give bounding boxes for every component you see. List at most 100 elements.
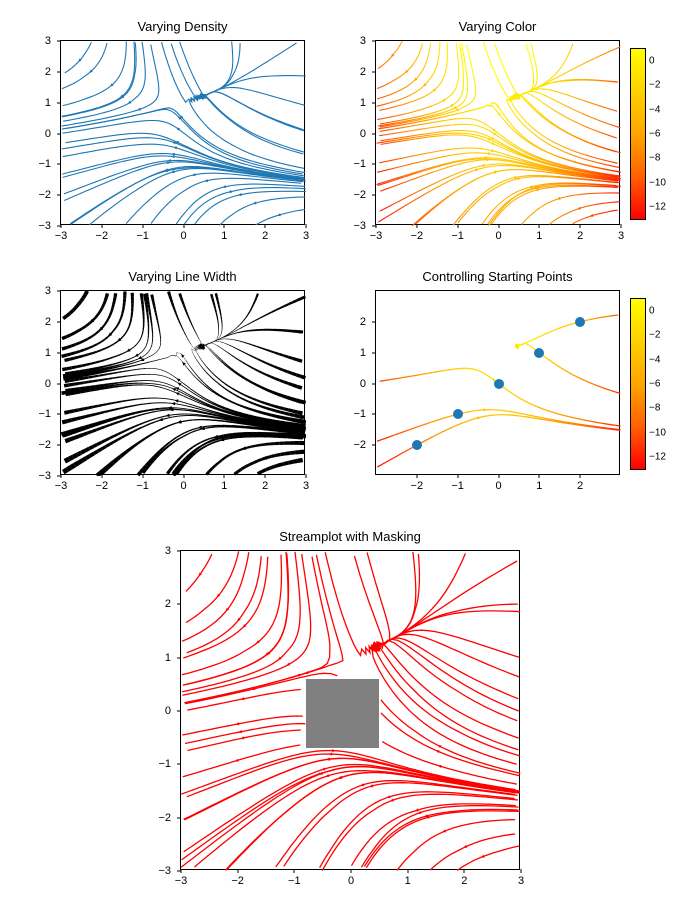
panel-title: Varying Density: [61, 19, 304, 34]
colorbar-tick-label: −4: [649, 104, 660, 115]
x-tick-label: 1: [536, 230, 542, 242]
x-tick-label: −2: [411, 480, 424, 492]
y-tick-label: 3: [360, 35, 366, 47]
y-tick-label: −3: [353, 220, 366, 232]
x-tick-label: 3: [303, 230, 309, 242]
mask-rect: [306, 679, 380, 748]
x-tick-label: −1: [136, 230, 149, 242]
panel-varying-density: Varying Density −3−2−10123−3−2−10123: [60, 40, 305, 225]
colorbar-tick-label: −2: [649, 80, 660, 91]
y-tick-label: −2: [38, 189, 51, 201]
x-tick-label: −3: [55, 480, 68, 492]
colorbar-tick-label: −2: [649, 330, 660, 341]
x-tick-label: −2: [231, 875, 244, 887]
x-tick-label: 1: [221, 480, 227, 492]
x-tick-label: −2: [96, 230, 109, 242]
x-tick-label: 2: [262, 230, 268, 242]
y-tick-label: −1: [38, 158, 51, 170]
panel-title: Controlling Starting Points: [376, 269, 619, 284]
colorbar-tick-label: −6: [649, 129, 660, 140]
x-tick-label: −3: [370, 230, 383, 242]
x-tick-label: 3: [618, 230, 624, 242]
y-tick-label: 2: [165, 598, 171, 610]
y-tick-label: 0: [45, 378, 51, 390]
x-tick-label: 2: [577, 480, 583, 492]
y-tick-label: 1: [165, 652, 171, 664]
colorbar-tick-label: −10: [649, 427, 666, 438]
seed-point-marker: [494, 379, 504, 389]
x-tick-label: 0: [495, 230, 501, 242]
x-tick-label: 2: [262, 480, 268, 492]
x-tick-label: 3: [303, 480, 309, 492]
x-tick-label: −2: [411, 230, 424, 242]
y-tick-label: −3: [38, 220, 51, 232]
streamplot-color: [376, 41, 621, 226]
x-tick-label: 1: [536, 480, 542, 492]
y-tick-label: 1: [45, 347, 51, 359]
y-tick-label: 2: [360, 66, 366, 78]
colorbar-tick-label: −8: [649, 403, 660, 414]
y-tick-label: −1: [158, 758, 171, 770]
colorbar-tick-label: −4: [649, 354, 660, 365]
y-tick-label: 2: [45, 316, 51, 328]
y-tick-label: −1: [353, 408, 366, 420]
x-tick-label: 3: [518, 875, 524, 887]
panel-title: Varying Line Width: [61, 269, 304, 284]
x-tick-label: −3: [55, 230, 68, 242]
colorbar-tick-label: −12: [649, 451, 666, 462]
colorbar-tick-label: −10: [649, 177, 666, 188]
x-tick-label: 2: [577, 230, 583, 242]
x-tick-label: 1: [221, 230, 227, 242]
x-tick-label: −2: [96, 480, 109, 492]
streamplot-linewidth: [61, 291, 306, 476]
figure: Varying Density −3−2−10123−3−2−10123 Var…: [10, 10, 690, 890]
y-tick-label: 0: [360, 128, 366, 140]
seed-point-marker: [575, 317, 585, 327]
y-tick-label: 3: [45, 285, 51, 297]
colorbar: 0−2−4−6−8−10−12: [630, 298, 646, 470]
panel-varying-color: Varying Color −3−2−10123−3−2−10123: [375, 40, 620, 225]
panel-masking: Streamplot with Masking −3−2−10123−3−2−1…: [180, 550, 520, 870]
colorbar-tick-label: 0: [649, 306, 655, 317]
y-tick-label: −2: [353, 189, 366, 201]
y-tick-label: −1: [353, 158, 366, 170]
panel-starting-points: Controlling Starting Points −2−1012−2−10…: [375, 290, 620, 475]
y-tick-label: 2: [45, 66, 51, 78]
y-tick-label: 1: [45, 97, 51, 109]
y-tick-label: 0: [360, 378, 366, 390]
panel-title: Varying Color: [376, 19, 619, 34]
x-tick-label: 1: [405, 875, 411, 887]
y-tick-label: 3: [45, 35, 51, 47]
x-tick-label: −1: [136, 480, 149, 492]
colorbar-tick-label: −6: [649, 379, 660, 390]
panel-varying-linewidth: Varying Line Width −3−2−10123−3−2−10123: [60, 290, 305, 475]
seed-point-marker: [453, 409, 463, 419]
colorbar-tick-label: −8: [649, 153, 660, 164]
y-tick-label: −3: [158, 865, 171, 877]
y-tick-label: −3: [38, 470, 51, 482]
panel-title: Streamplot with Masking: [181, 529, 519, 544]
x-tick-label: 0: [180, 230, 186, 242]
y-tick-label: 0: [45, 128, 51, 140]
x-tick-label: 0: [348, 875, 354, 887]
x-tick-label: −1: [451, 480, 464, 492]
colorbar-tick-label: 0: [649, 56, 655, 67]
y-tick-label: −1: [38, 408, 51, 420]
seed-point-marker: [534, 348, 544, 358]
y-tick-label: 1: [360, 97, 366, 109]
y-tick-label: 1: [360, 347, 366, 359]
x-tick-label: 0: [180, 480, 186, 492]
x-tick-label: −1: [451, 230, 464, 242]
x-tick-label: 0: [495, 480, 501, 492]
y-tick-label: −2: [353, 439, 366, 451]
colorbar-tick-label: −12: [649, 201, 666, 212]
x-tick-label: −3: [175, 875, 188, 887]
y-tick-label: 0: [165, 705, 171, 717]
x-tick-label: −1: [288, 875, 301, 887]
y-tick-label: −2: [38, 439, 51, 451]
y-tick-label: 3: [165, 545, 171, 557]
x-tick-label: 2: [461, 875, 467, 887]
y-tick-label: −2: [158, 812, 171, 824]
streamplot-density: [61, 41, 306, 226]
colorbar: 0−2−4−6−8−10−12: [630, 48, 646, 220]
